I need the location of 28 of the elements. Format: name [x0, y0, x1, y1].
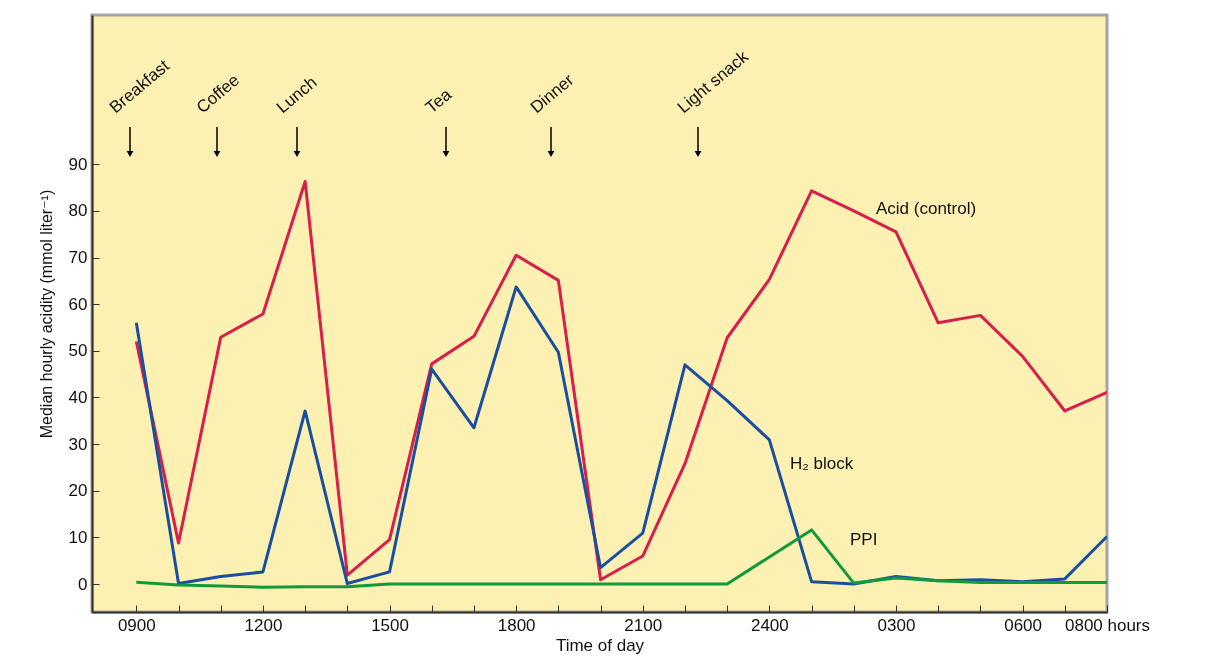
line-series	[134, 285, 1107, 586]
y-tick-label: 50	[68, 341, 88, 361]
y-tick-label: 20	[68, 481, 88, 501]
x-tick-label: 0300	[877, 615, 916, 635]
annotation: Tea	[421, 84, 456, 117]
x-tick-label: 2400	[750, 615, 789, 635]
y-tick-label: 0	[78, 574, 88, 594]
y-tick-label: 10	[68, 527, 88, 547]
x-axis-title: Time of day	[555, 635, 645, 655]
x-tick-label: 0600	[1004, 615, 1043, 635]
x-tick-label: 0800 hours	[1064, 615, 1151, 635]
x-tick-label: 1800	[497, 615, 536, 635]
y-tick-label: 30	[68, 434, 88, 454]
line-series	[134, 528, 1107, 589]
line-series	[134, 180, 1107, 582]
y-tick-label: 40	[68, 387, 88, 407]
x-tick-label: 0900	[117, 615, 156, 635]
y-tick-label: 60	[68, 294, 88, 314]
y-axis-title: Median hourly acidity (mmol liter⁻¹)	[37, 189, 55, 439]
series-label: Acid (control)	[876, 199, 977, 218]
y-tick-label: 80	[68, 201, 88, 221]
x-tick-label: 1200	[244, 615, 283, 635]
y-tick-label: 90	[68, 154, 88, 174]
series-label: H₂ block	[790, 454, 854, 473]
x-tick-label: 1500	[371, 615, 409, 635]
x-tick-label: 2100	[624, 615, 663, 635]
series-label: PPI	[850, 530, 878, 549]
y-tick-label: 70	[68, 248, 88, 268]
